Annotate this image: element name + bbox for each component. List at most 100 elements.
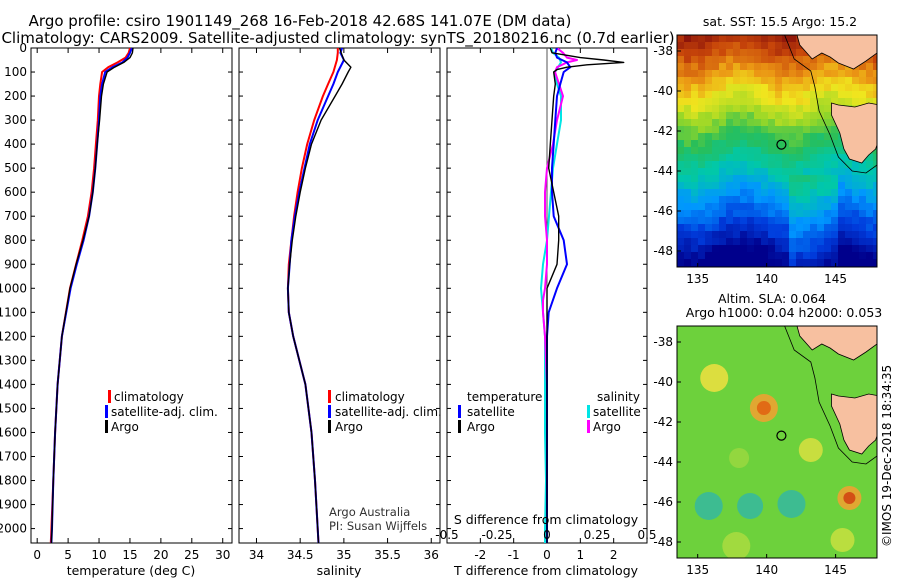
sst-cell (824, 70, 831, 77)
sst-cell (691, 217, 698, 224)
sst-cell (726, 252, 733, 259)
sst-cell (838, 147, 845, 154)
sst-cell (740, 105, 747, 112)
sst-cell (698, 98, 705, 105)
sst-cell (782, 77, 789, 84)
argo-float-marker (776, 139, 787, 150)
sst-cell (803, 91, 810, 98)
sst-cell (803, 203, 810, 210)
sst-cell (705, 259, 712, 266)
lat-tick-label: -42 (653, 415, 673, 429)
sst-cell (705, 196, 712, 203)
sst-cell (705, 56, 712, 63)
sst-cell (761, 238, 768, 245)
sst-cell (691, 203, 698, 210)
sst-cell (873, 245, 877, 252)
sst-cell (719, 105, 726, 112)
sst-cell (866, 238, 873, 245)
sst-cell (747, 161, 754, 168)
sst-cell (817, 84, 824, 91)
salinity-depth-tickmarks (239, 47, 440, 530)
sst-cell (719, 77, 726, 84)
sst-cell (740, 112, 747, 119)
sst-cell (845, 210, 852, 217)
sst-cell (712, 203, 719, 210)
sst-cell (831, 175, 838, 182)
sst-cell (684, 35, 691, 42)
sst-cell (789, 147, 796, 154)
sst-cell (719, 35, 726, 42)
sst-cell (775, 245, 782, 252)
sst-cell (817, 175, 824, 182)
sst-cell (705, 224, 712, 231)
sst-cell (873, 168, 877, 175)
sst-cell (747, 245, 754, 252)
sst-cell (740, 182, 747, 189)
sst-cell (789, 42, 796, 49)
sst-cell (803, 182, 810, 189)
sst-cell (782, 154, 789, 161)
sst-cell (810, 175, 817, 182)
sla-anomaly-blob (843, 492, 856, 504)
sst-cell (733, 91, 740, 98)
sst-cell (803, 77, 810, 84)
sst-cell (747, 189, 754, 196)
sla-map-frame (676, 325, 878, 559)
s-tick-label: 0 (543, 528, 551, 542)
sst-cell (705, 77, 712, 84)
sst-cell (873, 91, 877, 98)
legend-label-satellite: satellite-adj. clim. (111, 405, 218, 419)
sst-cell (761, 168, 768, 175)
sst-cell (859, 224, 866, 231)
sst-cell (761, 140, 768, 147)
sst-cell (775, 252, 782, 259)
sst-cell (859, 210, 866, 217)
sst-cell (768, 105, 775, 112)
sst-cell (838, 252, 845, 259)
sla-anomaly-blob (737, 493, 764, 519)
sst-cell (782, 217, 789, 224)
sst-cell (761, 210, 768, 217)
sst-cell (796, 70, 803, 77)
sst-cell (740, 126, 747, 133)
sst-cell (824, 105, 831, 112)
sst-cell (866, 231, 873, 238)
sst-cell (754, 147, 761, 154)
sst-cell (712, 175, 719, 182)
sst-cell (810, 84, 817, 91)
sst-cell (838, 91, 845, 98)
sst-cell (712, 126, 719, 133)
sst-cell (712, 140, 719, 147)
sst-cell (775, 189, 782, 196)
sla-anomaly-blob (777, 490, 806, 518)
sst-cell (789, 133, 796, 140)
sst-cell (859, 217, 866, 224)
sst-cell (761, 175, 768, 182)
sst-cell (677, 231, 684, 238)
tasmania-land (796, 35, 877, 164)
x-tick-label: 34.5 (287, 548, 314, 562)
sst-cell (719, 42, 726, 49)
sst-cell (859, 259, 866, 266)
sst-cell (684, 182, 691, 189)
sst-cell (747, 126, 754, 133)
sst-cell (831, 196, 838, 203)
sst-cell (796, 196, 803, 203)
sst-cell (691, 70, 698, 77)
temperature-panel: 0100200300400500600700800900100011001200… (0, 41, 233, 578)
sst-cell (810, 70, 817, 77)
legend-swatch-s-satellite (587, 405, 590, 418)
sst-cell (789, 238, 796, 245)
sst-cell (775, 238, 782, 245)
sst-cell (698, 133, 705, 140)
sst-cell (789, 49, 796, 56)
depth-tick-label: 800 (4, 233, 27, 247)
sst-cell (677, 161, 684, 168)
sst-cell (817, 238, 824, 245)
sst-cell (796, 56, 803, 63)
sst-cell (831, 259, 838, 266)
sst-cell (803, 189, 810, 196)
sst-cell (838, 238, 845, 245)
sst-cell (817, 91, 824, 98)
sst-cell (824, 231, 831, 238)
